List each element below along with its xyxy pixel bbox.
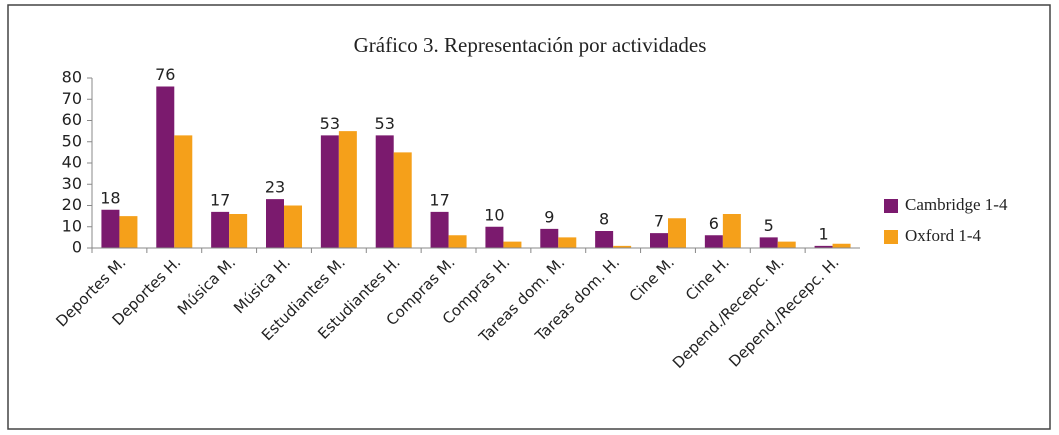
legend-label: Cambridge 1-4 (905, 195, 1008, 214)
y-tick-label: 50 (62, 131, 82, 150)
y-tick-label: 70 (62, 89, 82, 108)
y-tick-label: 40 (62, 153, 82, 172)
data-label: 10 (484, 205, 504, 224)
bar (503, 241, 522, 248)
bar (119, 216, 138, 248)
y-tick-label: 80 (62, 68, 82, 87)
data-label: 53 (320, 114, 340, 133)
data-label: 18 (100, 188, 120, 207)
data-label: 8 (599, 210, 609, 229)
bar (485, 226, 504, 248)
bar (558, 237, 577, 248)
legend-label: Oxford 1-4 (905, 226, 982, 245)
data-label: 6 (709, 214, 719, 233)
bar (448, 235, 467, 248)
data-label: 53 (375, 114, 395, 133)
y-tick-label: 30 (62, 174, 82, 193)
data-label: 17 (429, 190, 449, 209)
bar (540, 228, 559, 248)
bar (777, 241, 796, 248)
chart-title: Gráfico 3. Representación por actividade… (354, 33, 707, 57)
bar (266, 199, 284, 248)
bar (613, 245, 632, 248)
data-label: 5 (764, 216, 774, 235)
bar (284, 205, 302, 248)
legend-swatch (884, 199, 898, 213)
data-label: 1 (818, 224, 828, 243)
y-tick-label: 10 (62, 216, 82, 235)
data-label: 9 (544, 207, 554, 226)
bar (174, 135, 193, 248)
y-tick-label: 20 (62, 195, 82, 214)
bar (832, 243, 851, 248)
data-label: 23 (265, 178, 285, 197)
y-tick-label: 0 (72, 238, 82, 257)
bar (393, 152, 412, 248)
bar (430, 211, 449, 248)
bar (814, 245, 833, 248)
bar (101, 209, 120, 248)
legend-swatch (884, 230, 898, 244)
bar (722, 214, 741, 248)
bar (320, 135, 339, 248)
bar (704, 235, 723, 248)
bar (375, 135, 394, 248)
bar (211, 211, 230, 248)
data-label: 17 (210, 190, 230, 209)
bar (650, 233, 668, 248)
data-label: 7 (654, 212, 664, 231)
bar (759, 237, 778, 248)
data-label: 76 (155, 65, 175, 84)
bar (156, 86, 175, 248)
bar (668, 218, 686, 248)
bar (338, 131, 357, 248)
bar (229, 214, 248, 248)
bar (595, 231, 614, 248)
y-tick-label: 60 (62, 110, 82, 129)
